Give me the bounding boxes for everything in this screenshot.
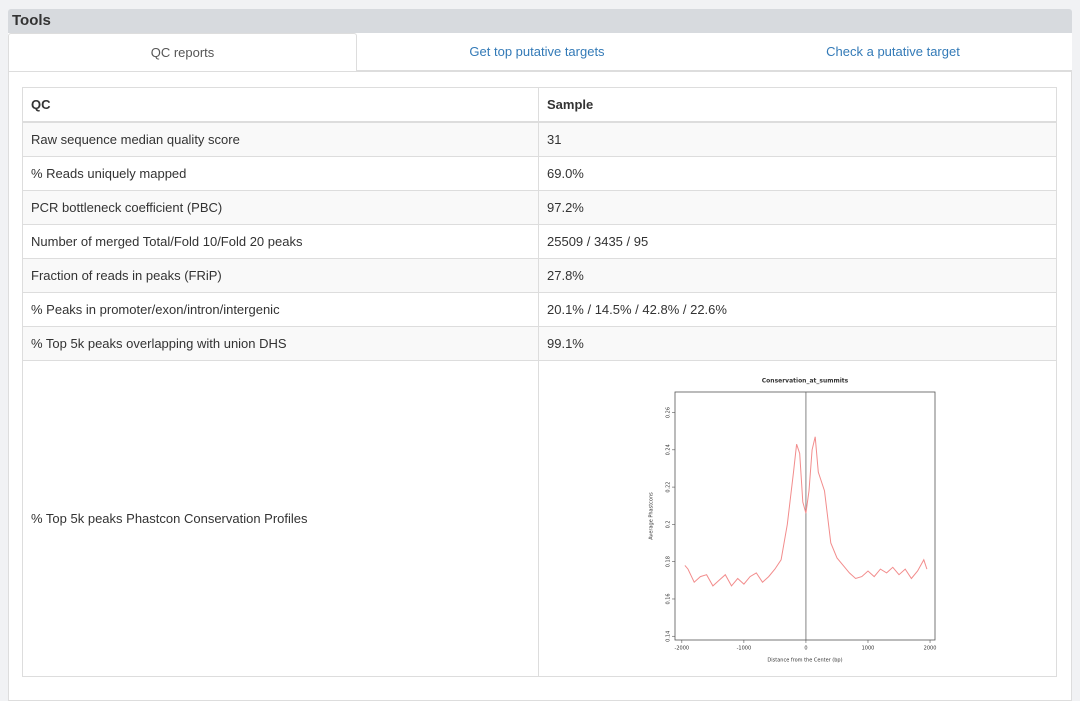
header-row: QC Sample: [22, 87, 1057, 123]
table-row: % Top 5k peaks Phastcon Conservation Pro…: [22, 360, 1057, 677]
cell: 25509 / 3435 / 95: [538, 224, 1057, 259]
tab-active[interactable]: QC reports: [8, 33, 357, 72]
cell: % Reads uniquely mapped: [22, 156, 539, 191]
cell: PCR bottleneck coefficient (PBC): [22, 190, 539, 225]
cell: Number of merged Total/Fold 10/Fold 20 p…: [22, 224, 539, 259]
qc-table: QC Sample Raw sequence median quality scor…: [22, 87, 1057, 677]
chart: Conservation_at_summits Distance from the…: [649, 378, 937, 664]
table-row: % Top 5k peaks overlapping with union DH…: [22, 326, 1057, 361]
table-row: % Reads uniquely mapped 69.0%: [22, 156, 1057, 191]
cell: % Top 5k peaks overlapping with union DH…: [22, 326, 539, 361]
line-series: [684, 436, 928, 587]
cell: 97.2%: [538, 190, 1057, 225]
y-tick-label: 0.14: [666, 631, 672, 642]
cell: 20.1% / 14.5% / 42.8% / 22.6%: [538, 292, 1057, 327]
y-tick-label: 0.18: [666, 556, 672, 567]
x-tick-label: 0: [804, 646, 807, 652]
table-row: PCR bottleneck coefficient (PBC) 97.2%: [22, 190, 1057, 225]
x-axis-label: Distance from the Center (bp): [767, 658, 842, 664]
table-row: Raw sequence median quality score 31: [22, 121, 1057, 157]
cell: Raw sequence median quality score: [22, 121, 539, 157]
cell: % Peaks in promoter/exon/intron/intergen…: [22, 292, 539, 327]
table-row: % Peaks in promoter/exon/intron/intergen…: [22, 292, 1057, 327]
column-header: QC: [22, 87, 539, 123]
cell: 27.8%: [538, 258, 1057, 293]
tab[interactable]: Check a putative target: [826, 44, 960, 59]
cell: 99.1%: [538, 326, 1057, 361]
plot-frame: [674, 391, 936, 641]
chart-title: Conservation_at_summits: [762, 378, 849, 385]
y-tick-label: 0.2: [666, 520, 672, 528]
y-tick-label: 0.16: [666, 593, 672, 604]
cell: Fraction of reads in peaks (FRiP): [22, 258, 539, 293]
x-tick-label: -1000: [737, 646, 752, 652]
table-row: Fraction of reads in peaks (FRiP) 27.8%: [22, 258, 1057, 293]
tab[interactable]: Get top putative targets: [469, 44, 605, 59]
y-axis-label: Average Phastcons: [649, 492, 655, 540]
x-tick-label: -2000: [675, 646, 690, 652]
y-tick-label: 0.24: [666, 444, 672, 455]
cell: % Top 5k peaks Phastcon Conservation Pro…: [22, 360, 539, 677]
cell: 69.0%: [538, 156, 1057, 191]
y-tick-label: 0.26: [666, 407, 672, 418]
x-tick-label: 2000: [924, 646, 937, 652]
header-title: Tools: [8, 9, 1072, 33]
x-tick-label: 1000: [862, 646, 875, 652]
column-header: Sample: [538, 87, 1057, 123]
y-tick-label: 0.22: [666, 482, 672, 493]
cell: 31: [538, 121, 1057, 157]
table-row: Number of merged Total/Fold 10/Fold 20 p…: [22, 224, 1057, 259]
